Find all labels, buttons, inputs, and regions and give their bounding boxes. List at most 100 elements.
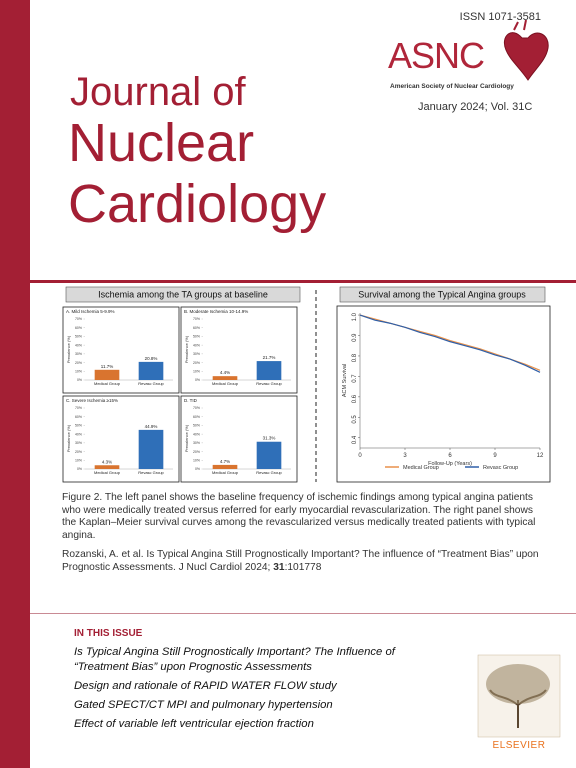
y-tick-label: 50%	[75, 335, 82, 339]
y-axis-label: ACM Survival	[342, 364, 348, 397]
in-this-issue-heading: IN THIS ISSUE	[74, 628, 143, 639]
issue-item: Design and rationale of RAPID WATER FLOW…	[74, 680, 337, 692]
society-logo: ASNC	[388, 35, 484, 76]
value-label: 4.3%	[102, 459, 112, 464]
bar	[256, 361, 282, 380]
bar	[138, 361, 164, 380]
x-tick-label: 9	[493, 453, 497, 459]
value-label: 4.7%	[220, 459, 230, 464]
category-label: Revasc Group	[256, 381, 282, 386]
y-tick-label: 30%	[75, 441, 82, 445]
y-axis-label: Prevalence (%)	[66, 335, 71, 363]
y-tick-label: 60%	[75, 415, 82, 419]
value-label: 44.9%	[145, 424, 158, 429]
journal-title-line: Cardiology	[68, 174, 327, 234]
heart-vessels	[513, 19, 527, 31]
subpanel-title: B. Moderate Ischemia 10-14.9%	[184, 309, 248, 314]
x-axis-label: Follow-Up (Years)	[428, 461, 472, 467]
society-name: American Society of Nuclear Cardiology	[390, 83, 514, 90]
y-tick-label: 50%	[193, 424, 200, 428]
left-panel-title: Ischemia among the TA groups at baseline	[98, 290, 268, 300]
value-label: 20.8%	[145, 356, 158, 361]
publisher-name: ELSEVIER	[493, 740, 546, 751]
value-label: 31.3%	[263, 436, 276, 441]
y-tick-label: 10%	[75, 369, 82, 373]
left-band	[0, 0, 30, 768]
y-tick-label: 0.4	[352, 435, 358, 444]
issue-item: Is Typical Angina Still Prognostically I…	[74, 646, 395, 673]
in-this-issue-list: Is Typical Angina Still Prognostically I…	[74, 645, 449, 736]
citation: Rozanski, A. et al. Is Typical Angina St…	[62, 549, 540, 574]
subpanel-title: D. TID	[184, 398, 198, 403]
y-tick-label: 0.5	[352, 415, 358, 424]
y-tick-label: 10%	[75, 458, 82, 462]
y-tick-label: 70%	[193, 317, 200, 321]
y-tick-label: 60%	[75, 326, 82, 330]
y-tick-label: 0%	[195, 378, 200, 382]
y-axis-label: Prevalence (%)	[184, 335, 189, 363]
bar	[138, 429, 164, 469]
category-label: Revasc Group	[138, 381, 164, 386]
y-tick-label: 40%	[193, 343, 200, 347]
y-tick-label: 60%	[193, 415, 200, 419]
y-tick-label: 1.0	[352, 312, 358, 321]
journal-title-line: Journal of	[70, 70, 246, 114]
issue-item: Gated SPECT/CT MPI and pulmonary hyperte…	[74, 699, 333, 711]
y-axis-label: Prevalence (%)	[66, 424, 71, 452]
category-label: Medical Group	[94, 470, 121, 475]
value-label: 21.7%	[263, 355, 276, 360]
figure-caption: Figure 2. The left panel shows the basel…	[62, 492, 536, 541]
x-tick-label: 3	[403, 453, 407, 459]
issue-item: Effect of variable left ventricular ejec…	[74, 718, 314, 730]
y-tick-label: 0%	[195, 467, 200, 471]
y-axis-label: Prevalence (%)	[184, 424, 189, 452]
category-label: Medical Group	[212, 381, 239, 386]
y-tick-label: 0%	[77, 378, 82, 382]
category-label: Revasc Group	[138, 470, 164, 475]
y-tick-label: 50%	[193, 335, 200, 339]
y-tick-label: 0%	[77, 467, 82, 471]
heart-logo	[504, 32, 549, 81]
subpanel-title: C. Severe Ischemia ≥15%	[66, 398, 118, 403]
right-panel-title: Survival among the Typical Angina groups	[358, 290, 526, 300]
y-tick-label: 70%	[193, 406, 200, 410]
y-tick-label: 50%	[75, 424, 82, 428]
bar	[94, 369, 120, 380]
y-tick-label: 20%	[75, 361, 82, 365]
y-tick-label: 0.7	[352, 374, 358, 383]
y-tick-label: 60%	[193, 326, 200, 330]
header-rule	[30, 280, 576, 283]
value-label: 11.7%	[101, 364, 113, 369]
citation-volume: 31	[273, 561, 285, 573]
left-panel-title-box	[65, 286, 301, 303]
category-label: Medical Group	[94, 381, 121, 386]
issue-rule	[30, 613, 576, 614]
elsevier-tree-crown	[486, 664, 550, 704]
bar	[212, 464, 238, 469]
legend-label: Medical Group	[403, 465, 439, 471]
y-tick-label: 0.8	[352, 353, 358, 362]
y-tick-label: 0.9	[352, 333, 358, 342]
bar	[256, 441, 282, 469]
issue-info: January 2024; Vol. 31C	[418, 101, 533, 113]
y-tick-label: 70%	[75, 406, 82, 410]
survival-curve	[359, 314, 541, 373]
bar	[94, 465, 120, 469]
x-tick-label: 6	[448, 453, 452, 459]
journal-title-line: Nuclear	[68, 113, 255, 173]
citation-article: :101778	[284, 561, 322, 573]
y-tick-label: 40%	[75, 343, 82, 347]
y-tick-label: 0.6	[352, 394, 358, 403]
issn: ISSN 1071-3581	[459, 11, 541, 23]
y-tick-label: 20%	[75, 450, 82, 454]
value-label: 4.4%	[220, 370, 230, 375]
right-panel-title-box	[339, 286, 546, 303]
legend-label: Revasc Group	[483, 465, 518, 471]
x-tick-label: 12	[537, 453, 544, 459]
y-tick-label: 40%	[75, 432, 82, 436]
y-tick-label: 20%	[193, 361, 200, 365]
subpanel-title: A. Mild Ischemia 5-9.9%	[66, 309, 115, 314]
citation-text: Rozanski, A. et al. Is Typical Angina St…	[62, 549, 539, 573]
